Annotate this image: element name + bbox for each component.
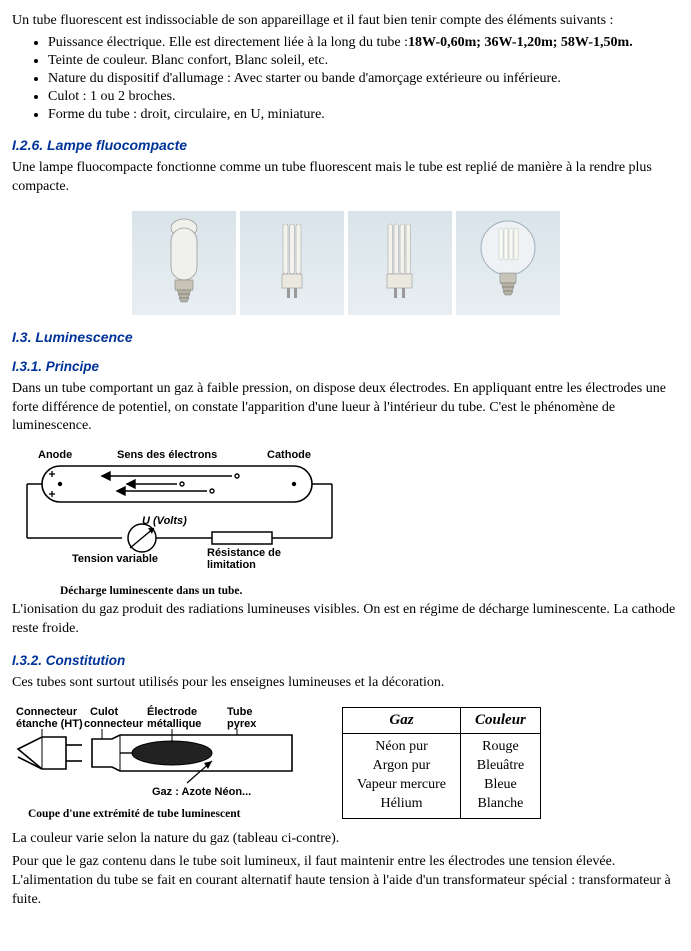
label-sens: Sens des électrons <box>117 449 217 461</box>
gas-color-table: Gaz Couleur Néon pur Argon pur Vapeur me… <box>342 707 541 819</box>
constitution-row: Connecteur étanche (HT) Culot connecteur… <box>12 703 679 820</box>
discharge-caption: Décharge luminescente dans un tube. <box>12 585 679 597</box>
paragraph: Dans un tube comportant un gaz à faible … <box>12 380 679 437</box>
bullet-list: Puissance électrique. Elle est directeme… <box>12 35 679 123</box>
gas-1: Néon pur <box>357 738 446 757</box>
paragraph: Ces tubes sont surtout utilisés pour les… <box>12 674 679 693</box>
label-gaz: Gaz : Azote Néon... <box>152 786 251 798</box>
label-culot-b: connecteur <box>84 718 144 730</box>
gas-2: Argon pur <box>357 757 446 776</box>
label-resistance1: Résistance de <box>207 547 281 559</box>
color-1: Rouge <box>475 738 526 757</box>
paragraph: L'ionisation du gaz produit des radiatio… <box>12 601 679 639</box>
label-anode: Anode <box>38 449 72 461</box>
gas-3: Vapeur mercure <box>357 776 446 795</box>
bullet-text: Puissance électrique. Elle est directeme… <box>48 35 408 50</box>
heading-i32: I.3.2. Constitution <box>12 653 679 668</box>
heading-i31: I.3.1. Principe <box>12 359 679 374</box>
heading-i3: I.3. Luminescence <box>12 329 679 345</box>
table-header-gaz: Gaz <box>343 708 461 734</box>
color-3: Bleue <box>475 776 526 795</box>
lamp-image-1 <box>132 211 236 315</box>
table-cell: Néon pur Argon pur Vapeur mercure Hélium <box>343 734 461 819</box>
label-culot-a: Culot <box>90 706 118 718</box>
label-u: U (Volts) <box>142 515 187 527</box>
bullet-bold: 18W-0,60m; 36W-1,20m; 58W-1,50m. <box>408 35 633 50</box>
label-tube-a: Tube <box>227 706 252 718</box>
list-item: Teinte de couleur. Blanc confort, Blanc … <box>48 53 679 69</box>
list-item: Forme du tube : droit, circulaire, en U,… <box>48 107 679 123</box>
label-tension: Tension variable <box>72 553 158 565</box>
label-connecteur-b: étanche (HT) <box>16 718 83 730</box>
lamp-image-4 <box>456 211 560 315</box>
paragraph: La couleur varie selon la nature du gaz … <box>12 830 679 849</box>
heading-i26: I.2.6. Lampe fluocompacte <box>12 137 679 153</box>
list-item: Culot : 1 ou 2 broches. <box>48 89 679 105</box>
discharge-diagram: Anode Sens des électrons Cathode U (Volt… <box>12 446 679 597</box>
paragraph: Une lampe fluocompacte fonctionne comme … <box>12 159 679 197</box>
label-resistance2: limitation <box>207 559 256 571</box>
table-cell: Rouge Bleuâtre Bleue Blanche <box>461 734 541 819</box>
label-tube-b: pyrex <box>227 718 257 730</box>
label-cathode: Cathode <box>267 449 311 461</box>
tube-end-caption: Coupe d'une extrémité de tube luminescen… <box>12 808 302 820</box>
lamp-image-2 <box>240 211 344 315</box>
lamp-images-row <box>12 211 679 315</box>
color-2: Bleuâtre <box>475 757 526 776</box>
label-connecteur-a: Connecteur <box>16 706 78 718</box>
table-header-couleur: Couleur <box>461 708 541 734</box>
list-item: Puissance électrique. Elle est directeme… <box>48 35 679 51</box>
list-item: Nature du dispositif d'allumage : Avec s… <box>48 71 679 87</box>
label-electrode-b: métallique <box>147 718 201 730</box>
lamp-image-3 <box>348 211 452 315</box>
paragraph: Pour que le gaz contenu dans le tube soi… <box>12 853 679 910</box>
color-4: Blanche <box>475 795 526 814</box>
label-electrode-a: Électrode <box>147 705 197 718</box>
tube-end-diagram: Connecteur étanche (HT) Culot connecteur… <box>12 703 302 820</box>
intro-paragraph: Un tube fluorescent est indissociable de… <box>12 12 679 31</box>
gas-4: Hélium <box>357 795 446 814</box>
